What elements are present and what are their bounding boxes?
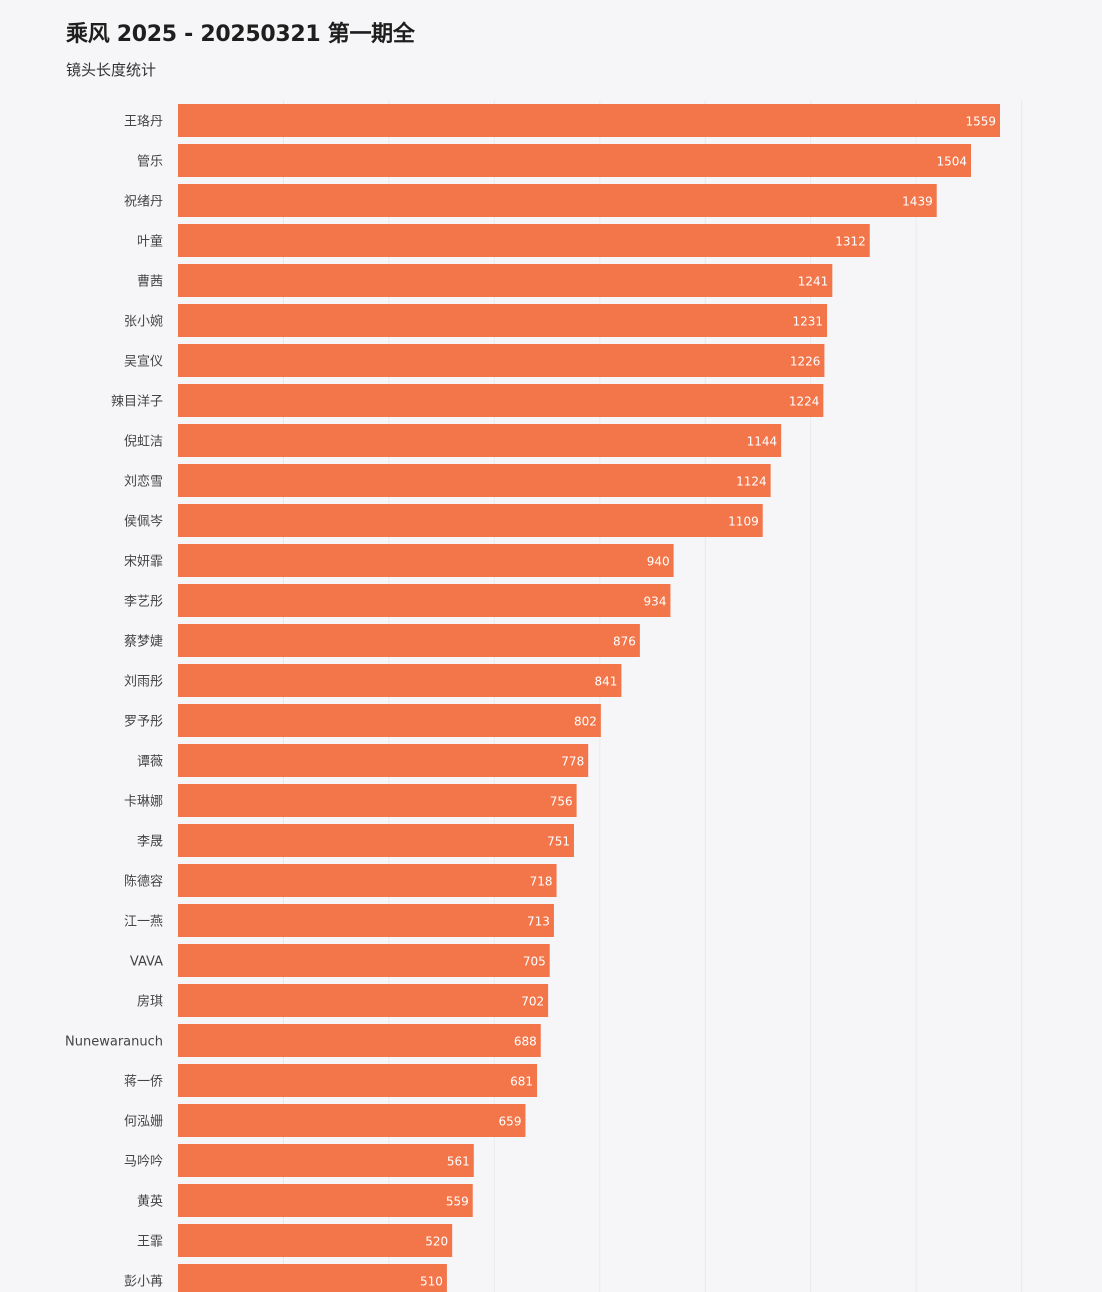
value-label: 1312 [835,235,866,249]
category-label: 刘恋雪 [124,474,163,490]
bar [178,704,601,737]
bar [178,864,557,897]
value-label: 1439 [902,195,933,209]
category-label: 蒋一侨 [124,1075,163,1090]
value-label: 1504 [936,155,967,169]
value-label: 510 [420,1275,443,1289]
value-label: 876 [613,635,636,649]
bar [178,824,574,857]
bar [178,224,870,257]
chart-title: 乘风 2025 - 20250321 第一期全 [66,22,415,47]
category-label: 宋妍霏 [124,555,163,570]
bar [178,104,1000,137]
bar [178,1264,447,1292]
category-label: VAVA [130,955,163,970]
category-label: 吴宣仪 [124,354,163,370]
category-label: 王珞丹 [124,115,163,130]
value-label: 841 [595,675,618,689]
bar [178,904,554,937]
value-label: 681 [510,1075,533,1089]
category-label: 谭薇 [137,755,163,770]
category-label: 彭小苒 [124,1275,163,1290]
chart-subtitle: 镜头长度统计 [66,61,157,79]
category-label: 江一燕 [124,915,163,930]
value-label: 1124 [736,475,767,489]
value-label: 688 [514,1035,537,1049]
category-label: 管乐 [137,155,163,170]
category-label: 黄英 [137,1195,163,1210]
bar [178,144,972,177]
category-label: 蔡梦婕 [124,635,163,650]
bar [178,1024,541,1057]
bars-layer: 王珞丹 1559 管乐 1504 祝绪丹 1439 叶童 1312 曹茜 1241 张小婉 1231 吴… [65,104,1000,1292]
bar [178,664,622,697]
bar [178,1064,538,1097]
value-label: 940 [647,555,670,569]
bar [178,384,824,417]
value-label: 756 [550,795,573,809]
value-label: 934 [644,595,667,609]
value-label: 559 [446,1195,469,1209]
value-label: 1226 [790,355,821,369]
category-label: 曹茜 [137,275,163,290]
value-label: 713 [527,915,550,929]
category-label: 侯佩岑 [124,515,163,530]
category-label: 卡琳娜 [124,795,163,810]
value-label: 520 [425,1235,448,1249]
category-label: 祝绪丹 [124,195,163,210]
category-label: 罗予彤 [124,715,163,730]
value-label: 702 [521,995,544,1009]
bar [178,304,828,337]
value-label: 1224 [789,395,820,409]
category-label: 王霏 [137,1235,163,1250]
bar [178,584,671,617]
value-label: 705 [523,955,546,969]
value-label: 1559 [965,115,996,129]
bar [178,744,589,777]
bar [178,264,833,297]
value-label: 1109 [728,515,759,529]
bar [178,504,763,537]
category-label: 辣目洋子 [111,395,163,410]
category-label: 房琪 [137,994,163,1010]
category-label: 李艺彤 [124,595,163,610]
bar [178,984,549,1017]
category-label: Nunewaranuch [65,1035,163,1050]
value-label: 561 [447,1155,470,1169]
bar [178,464,771,497]
bar [178,624,640,657]
value-label: 659 [499,1115,522,1129]
bar [178,344,825,377]
category-label: 倪虹洁 [124,435,163,450]
bar [178,1184,473,1217]
value-label: 751 [547,835,570,849]
bar [178,184,937,217]
value-label: 1144 [747,435,778,449]
bar [178,544,674,577]
bar [178,424,782,457]
bar [178,1224,453,1257]
bar [178,784,577,817]
value-label: 718 [530,875,553,889]
bar [178,1104,526,1137]
category-label: 李晟 [137,835,163,850]
bar [178,1144,474,1177]
value-label: 1241 [798,275,829,289]
category-label: 刘雨彤 [124,675,163,690]
category-label: 张小婉 [124,314,163,330]
value-label: 778 [561,755,584,769]
category-label: 何泓姗 [124,1114,163,1130]
value-label: 802 [574,715,597,729]
category-label: 马吟吟 [124,1154,163,1170]
value-label: 1231 [793,315,824,329]
category-label: 叶童 [137,234,163,250]
bar [178,944,550,977]
category-label: 陈德容 [124,874,163,890]
